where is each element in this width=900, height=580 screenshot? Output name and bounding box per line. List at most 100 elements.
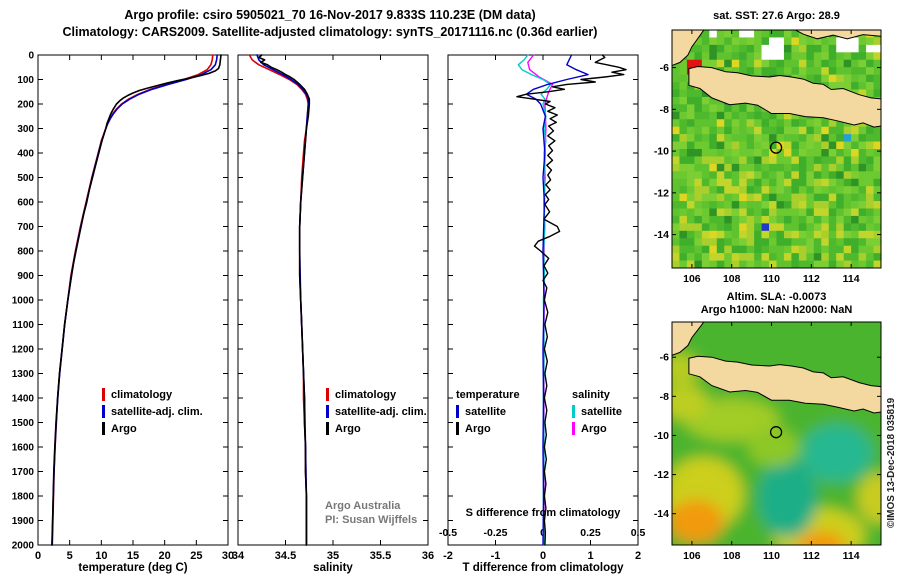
sla-map-axes: 106 108 110 112 114 -6 -8 -10 -12 -14 (654, 321, 882, 562)
y-tick-label: 500 (17, 173, 34, 184)
y-tick-label: 1900 (12, 516, 35, 527)
x-tick-label: -2 (443, 550, 453, 562)
float-position-marker (769, 141, 783, 154)
map-x-tick-label: 108 (723, 273, 741, 285)
panel-frame (237, 54, 429, 546)
x-tick-label: 36 (422, 550, 434, 562)
legend-marker (572, 405, 575, 418)
y-tick-label: 100 (17, 75, 34, 86)
y-tick-label: 1700 (12, 467, 35, 478)
float-position-marker (769, 426, 783, 439)
x-tick-label: 34.5 (275, 550, 296, 562)
curve-difference-S Argo (527, 54, 554, 546)
xlabel-temperature: temperature (deg C) (78, 562, 188, 574)
legend-item-argo: Argo (102, 420, 203, 437)
legend-label: satellite-adj. clim. (111, 405, 203, 418)
legend-marker (326, 388, 329, 401)
legend-item-satellite: satellite (572, 403, 622, 420)
map-x-tick-label: 110 (763, 273, 780, 285)
watermark-imos: ©IMOS 13-Dec-2018 035819 (886, 397, 897, 528)
x-tick-label: 35 (327, 550, 339, 562)
x-tick-label: 1 (587, 550, 593, 562)
x-tick-label: 10 (95, 550, 107, 562)
legend-salinity-panel: climatology satellite-adj. clim. Argo (326, 386, 427, 437)
legend-label: Argo (111, 422, 137, 435)
map-x-tick-label: 112 (803, 550, 820, 562)
curve-difference-T satellite (525, 54, 589, 546)
y-tick-label: 1300 (12, 369, 35, 380)
annotation-pi: PI: Susan Wijffels (325, 514, 418, 526)
curve-difference-T Argo (516, 54, 627, 546)
y-tick-label: 1600 (12, 443, 35, 454)
profile-panel-1: 34 34.5 35 35.5 36 (232, 54, 434, 562)
x-tick-label: 35.5 (370, 550, 391, 562)
legend-marker (572, 422, 575, 435)
y-tick-label: 1000 (12, 296, 35, 307)
legend-marker (456, 405, 459, 418)
land-sumatra (672, 30, 705, 67)
legend-diff-temperature: temperature satellite Argo (456, 386, 520, 437)
profile-panel-0: 0 5 10 15 20 25 300100200300400500600700800900… (12, 51, 234, 563)
xlabel-t-difference: T difference from climatology (462, 562, 624, 574)
curve-difference-S satellite (517, 54, 552, 546)
legend-marker (456, 422, 459, 435)
y-tick-label: 2000 (12, 541, 35, 552)
land-java (688, 355, 881, 414)
x-tick-label: 30 (222, 550, 234, 562)
legend-item-satellite: satellite-adj. clim. (326, 403, 427, 420)
legend-item-climatology: climatology (102, 386, 203, 403)
map-x-tick-label: 114 (843, 273, 860, 285)
label-s-difference: S difference from climatology (465, 507, 621, 519)
legend-marker (102, 422, 105, 435)
y-tick-label: 1200 (12, 345, 35, 356)
y-tick-label: 0 (28, 51, 34, 62)
map-y-tick-label: -8 (660, 391, 669, 403)
x-tick-label: 20 (159, 550, 171, 562)
legend-diff-salinity: salinity satellite Argo (572, 386, 622, 437)
y-tick-label: 900 (17, 271, 34, 282)
map-x-tick-label: 108 (723, 550, 741, 562)
y-tick-label: 400 (17, 149, 34, 160)
legend-item-argo: Argo (572, 420, 622, 437)
land-java (688, 65, 881, 128)
legend-label: satellite-adj. clim. (335, 405, 427, 418)
sst-map-axes: 106 108 110 112 114 -6 -8 -10 -12 -14 (654, 29, 882, 285)
x-tick-label: 34 (232, 550, 245, 562)
y-tick-label: 600 (17, 198, 34, 209)
map-x-tick-label: 106 (683, 550, 701, 562)
map-frame (671, 29, 882, 269)
legend-marker (326, 422, 329, 435)
curve-salinity-climatology (248, 54, 310, 546)
legend-item-climatology: climatology (326, 386, 427, 403)
legend-item-argo: Argo (456, 420, 520, 437)
sst-mosaic (672, 30, 881, 268)
x-tick-label: 5 (67, 550, 73, 562)
xlabel-salinity: salinity (313, 562, 353, 574)
x-tick-label: 0 (35, 550, 41, 562)
map-y-tick-label: -6 (660, 62, 669, 74)
curve-temperature-Argo (51, 54, 222, 546)
sst-map-title: sat. SST: 27.6 Argo: 28.9 (713, 10, 840, 22)
x-tick-label: 25 (190, 550, 202, 562)
x-tick-label: 2 (635, 550, 641, 562)
curve-temperature-climatology (51, 54, 214, 546)
x-tick-label: 15 (127, 550, 139, 562)
curve-temperature-satellite-adj. clim. (51, 54, 218, 546)
map-y-tick-label: -10 (654, 430, 669, 442)
legend-label: Argo (335, 422, 361, 435)
y-tick-label: 300 (17, 124, 34, 135)
map-x-tick-label: 110 (763, 550, 780, 562)
figure-title: Argo profile: csiro 5905021_70 16-Nov-20… (124, 8, 536, 22)
panel-frame (37, 54, 229, 546)
x-tick-label: -1 (491, 550, 501, 562)
sla-map-title-1: Altim. SLA: -0.0073 (726, 291, 827, 303)
map-y-tick-label: -12 (654, 469, 669, 481)
legend-label: Argo (581, 422, 607, 435)
legend-item-satellite: satellite (456, 403, 520, 420)
y-tick-label: 1100 (12, 320, 34, 331)
s-tick-label: -0.5 (439, 527, 457, 539)
map-y-tick-label: -14 (654, 508, 669, 520)
s-tick-label: 0.5 (631, 527, 646, 539)
